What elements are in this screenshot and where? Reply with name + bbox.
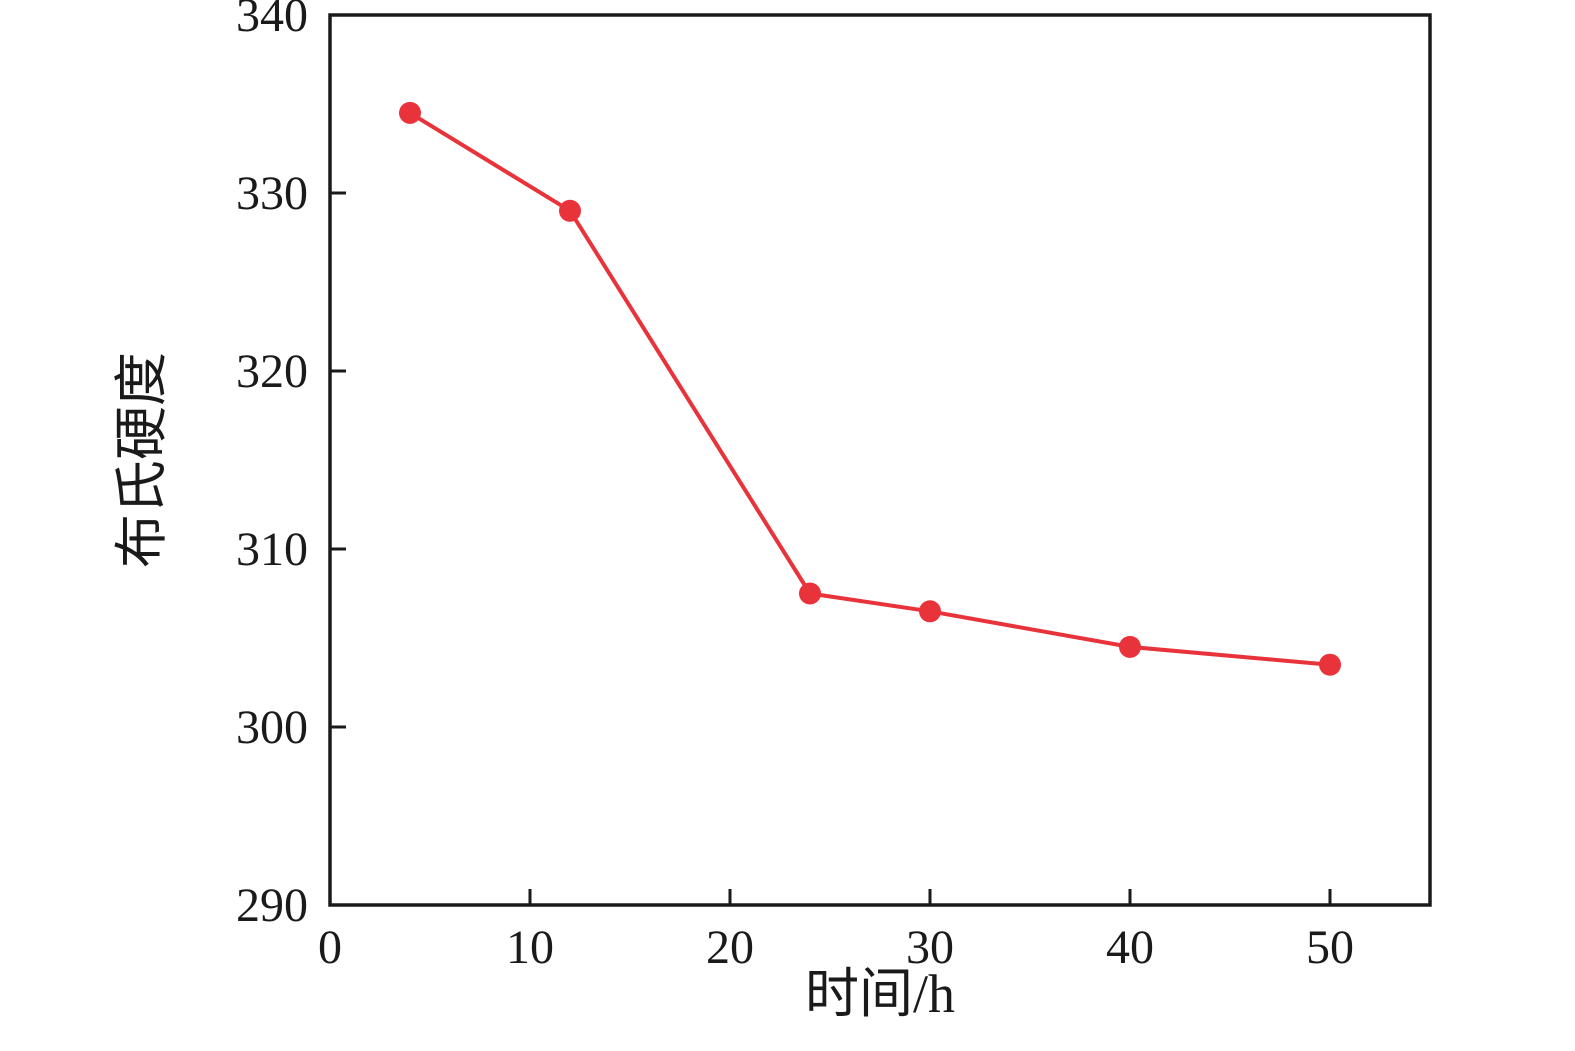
x-axis-label: 时间/h xyxy=(805,964,955,1024)
data-point xyxy=(1319,653,1341,676)
data-line xyxy=(408,110,1332,667)
data-point xyxy=(399,101,421,124)
x-tick-label: 40 xyxy=(1106,921,1154,974)
y-tick-label: 340 xyxy=(236,0,308,42)
x-tick-label: 30 xyxy=(906,921,954,974)
y-tick-label: 310 xyxy=(236,523,308,576)
y-tick-label: 320 xyxy=(236,345,308,398)
data-point xyxy=(559,199,581,222)
data-point xyxy=(919,600,941,623)
y-tick-label: 300 xyxy=(236,701,308,754)
data-point xyxy=(1119,635,1141,658)
plot-frame xyxy=(328,13,1432,907)
y-tick-label: 290 xyxy=(236,879,308,932)
plot-area: 0 10 20 30 40 50 290 300 310 320 330 340 xyxy=(236,0,1432,974)
x-tick-label: 0 xyxy=(318,921,342,974)
data-point xyxy=(799,582,821,605)
x-tick-label: 20 xyxy=(706,921,754,974)
x-tick-label: 50 xyxy=(1306,921,1354,974)
y-axis-label: 布氏硬度 xyxy=(112,352,172,568)
x-tick-label: 10 xyxy=(506,921,554,974)
y-tick-label: 330 xyxy=(236,167,308,220)
